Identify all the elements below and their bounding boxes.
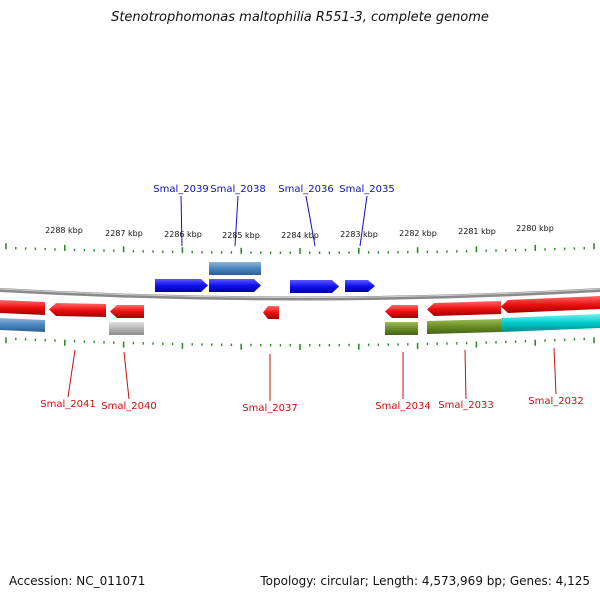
label-smal-2041[interactable]: Smal_2041 <box>40 399 95 410</box>
bottom-gene-labels: Smal_2041 Smal_2040 Smal_2037 Smal_2034 … <box>40 396 583 414</box>
top-label-leaders <box>180 195 368 247</box>
leader-smal-2036 <box>305 195 316 247</box>
gene-smal-2033-arrow[interactable] <box>427 301 501 316</box>
label-smal-2039[interactable]: Smal_2039 <box>153 184 208 195</box>
gene-olive-block-2[interactable] <box>427 319 501 334</box>
gene-grey-block[interactable] <box>109 322 144 335</box>
gene-smal-2032-arrow[interactable] <box>501 296 600 313</box>
leader-smal-2033 <box>464 349 467 400</box>
scale-labels: 2288 kbp 2287 kbp 2286 kbp 2285 kbp 2284… <box>45 224 554 240</box>
gene-smal-2035-arrow[interactable] <box>345 280 375 292</box>
gene-smal-2034-arrow[interactable] <box>385 305 418 318</box>
leader-smal-2035 <box>359 195 368 247</box>
gene-block-steel-top[interactable] <box>209 262 261 275</box>
label-smal-2035[interactable]: Smal_2035 <box>339 184 394 195</box>
inner-tick-marks <box>5 337 595 350</box>
gene-smal-2040-arrow[interactable] <box>110 305 144 318</box>
scale-label-2280: 2280 kbp <box>516 224 554 233</box>
leader-smal-2038 <box>234 195 239 247</box>
gene-red-left-2[interactable] <box>49 303 106 317</box>
gene-smal-2036-arrow[interactable] <box>290 280 339 293</box>
forward-strand-genes <box>155 262 375 293</box>
map-title: Stenotrophomonas maltophilia R551-3, com… <box>111 10 489 25</box>
bottom-label-leaders <box>67 347 557 401</box>
label-smal-2032[interactable]: Smal_2032 <box>528 396 583 407</box>
gene-smal-2037-arrow[interactable] <box>263 306 279 319</box>
outer-tick-marks <box>5 243 595 254</box>
label-smal-2036[interactable]: Smal_2036 <box>278 184 333 195</box>
leader-smal-2040 <box>123 351 130 400</box>
leader-smal-2041 <box>67 349 76 398</box>
top-gene-labels: Smal_2039 Smal_2038 Smal_2036 Smal_2035 <box>153 184 394 195</box>
leader-smal-2039 <box>180 195 183 247</box>
label-smal-2037[interactable]: Smal_2037 <box>242 403 297 414</box>
gene-smal-2039-arrow[interactable] <box>155 279 208 292</box>
label-smal-2033[interactable]: Smal_2033 <box>438 400 493 411</box>
genome-backbone <box>0 288 600 301</box>
scale-label-2286: 2286 kbp <box>164 230 202 239</box>
leader-smal-2032 <box>553 347 557 395</box>
scale-label-2281: 2281 kbp <box>458 227 496 236</box>
label-smal-2034[interactable]: Smal_2034 <box>375 401 430 412</box>
accession-text: Accession: NC_011071 <box>9 574 146 588</box>
gene-smal-2038-arrow[interactable] <box>209 279 261 292</box>
scale-label-2282: 2282 kbp <box>399 229 437 238</box>
gene-smal-2041-left-arrow[interactable] <box>0 300 45 315</box>
gene-olive-block-1[interactable] <box>385 322 418 335</box>
genome-summary-text: Topology: circular; Length: 4,573,969 bp… <box>260 574 590 588</box>
scale-label-2288: 2288 kbp <box>45 226 83 235</box>
scale-label-2283: 2283 kbp <box>340 230 378 239</box>
scale-label-2287: 2287 kbp <box>105 229 143 238</box>
reverse-strand-genes <box>0 296 600 335</box>
scale-label-2285: 2285 kbp <box>222 231 260 240</box>
genome-backbone-highlight <box>0 288 600 298</box>
gene-steel-left[interactable] <box>0 318 45 332</box>
gene-cyan-block[interactable] <box>501 314 600 332</box>
scale-label-2284: 2284 kbp <box>281 231 319 240</box>
label-smal-2040[interactable]: Smal_2040 <box>101 401 156 412</box>
label-smal-2038[interactable]: Smal_2038 <box>210 184 265 195</box>
